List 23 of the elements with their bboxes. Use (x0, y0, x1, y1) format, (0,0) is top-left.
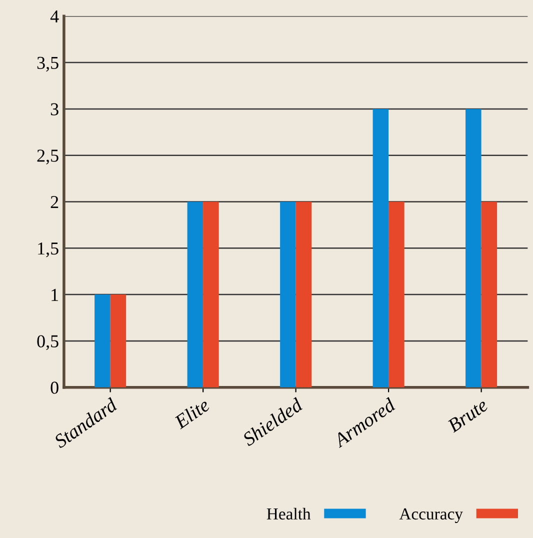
bar (187, 202, 204, 388)
y-tick-label: 0 (50, 382, 58, 394)
x-tick-label: Brute (446, 398, 489, 433)
y-tick-label: 3 (50, 103, 58, 116)
bar (203, 202, 219, 388)
bar (296, 202, 312, 388)
y-tick-label: 2,5 (37, 150, 58, 164)
y-tick-label: 1 (52, 288, 58, 301)
bar (481, 202, 498, 388)
y-tick-label: 2 (50, 196, 58, 208)
y-tick-label: 1,5 (38, 242, 58, 258)
y-tick-label: 0,5 (37, 335, 58, 350)
y-tick-label: 4 (50, 10, 59, 22)
bar (388, 202, 404, 388)
bar (280, 202, 296, 388)
y-tick-label: 3,5 (37, 56, 58, 72)
legend-label: Health (266, 508, 311, 520)
x-tick-label: Elite (172, 397, 211, 430)
bar (466, 108, 482, 388)
bar (372, 108, 389, 388)
bar (110, 294, 126, 388)
legend-label: Accuracy (399, 508, 463, 523)
bar (94, 294, 110, 388)
